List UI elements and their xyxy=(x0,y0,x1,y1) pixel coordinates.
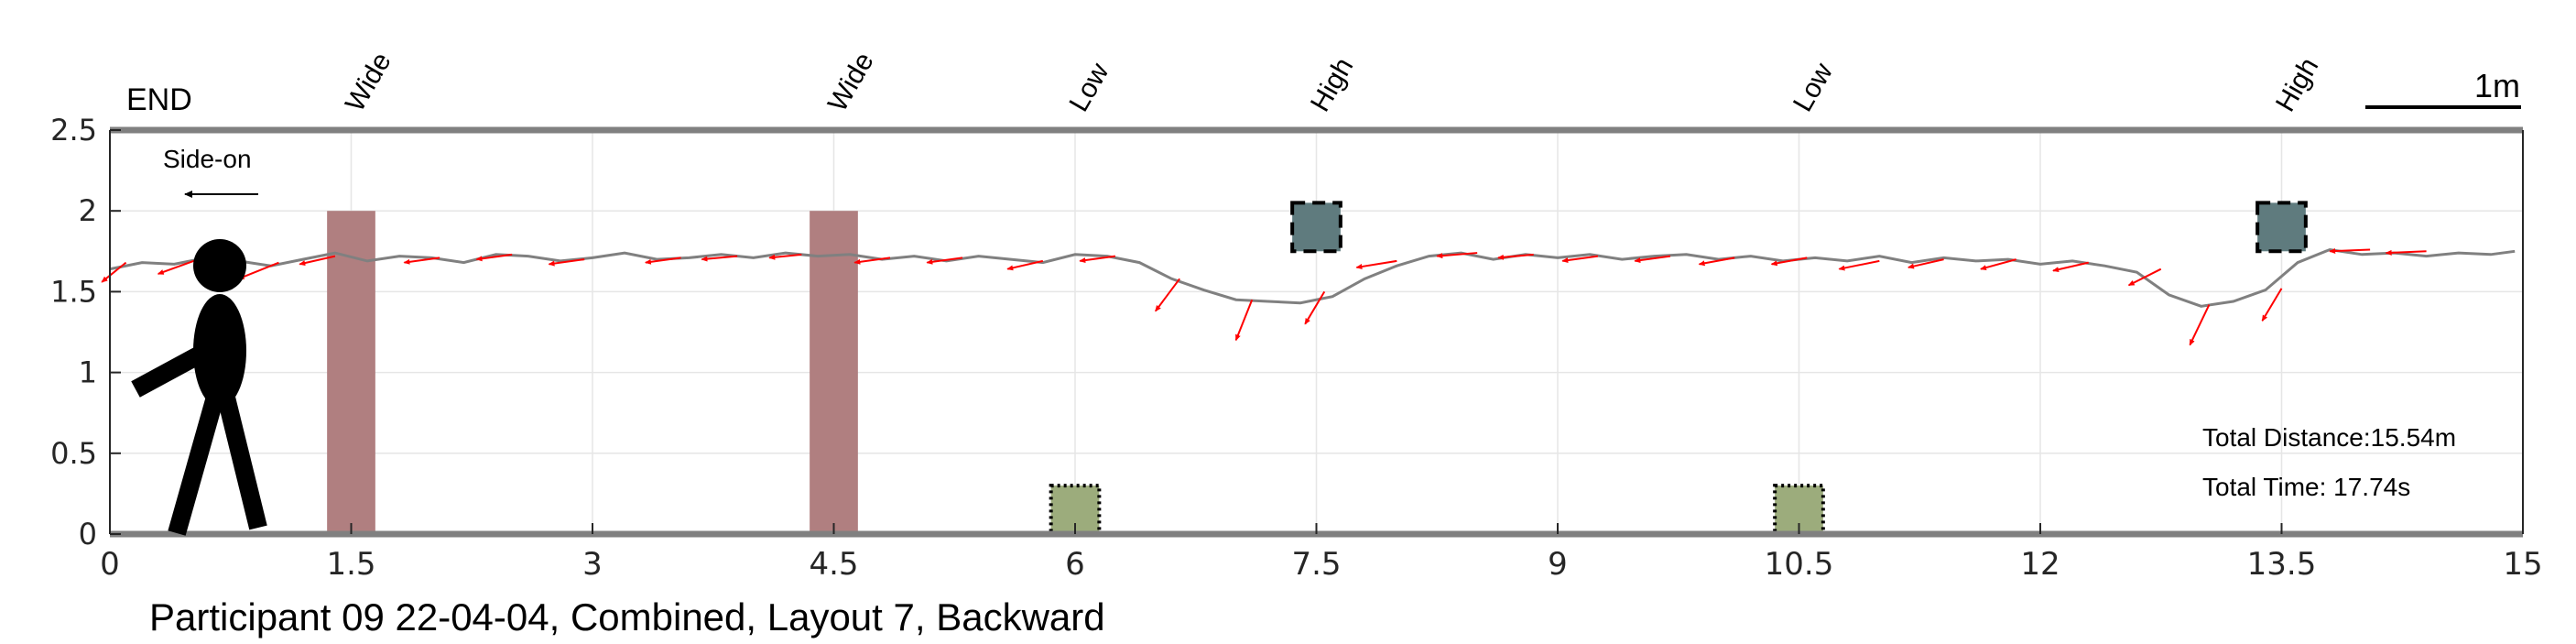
head-direction-arrow xyxy=(1907,258,1944,269)
head-direction-arrow xyxy=(2127,267,2162,287)
obstacle-wide xyxy=(810,211,858,534)
head-direction-arrow xyxy=(1497,253,1534,260)
head-direction-arrow xyxy=(701,255,738,262)
head-direction-arrow xyxy=(2261,288,2283,322)
head-direction-arrow xyxy=(1006,259,1044,271)
y-tick-label: 2 xyxy=(79,193,97,228)
obstacle-label: Wide xyxy=(340,48,397,117)
obstacle-label: Wide xyxy=(822,48,880,117)
x-tick-label: 15 xyxy=(2503,546,2542,583)
head-direction-arrow xyxy=(853,257,891,265)
walking-figure-icon xyxy=(131,239,267,536)
tick-labels: 0 1.5 3 4.5 6 7.5 9 10.5 12 13.5 15 0 0.5 1 1.5 2 2.5 xyxy=(50,113,2543,583)
head-direction-arrow xyxy=(2189,304,2211,346)
end-label: END xyxy=(126,82,192,117)
view-label: Side-on xyxy=(163,145,252,173)
head-direction-arrow xyxy=(644,257,681,265)
x-tick-label: 0 xyxy=(100,546,120,583)
x-tick-label: 1.5 xyxy=(326,546,375,583)
total-distance: Total Distance:15.54m xyxy=(2202,423,2456,452)
x-tick-label: 10.5 xyxy=(1765,546,1834,583)
head-direction-arrow xyxy=(2329,248,2371,255)
head-direction-arrow xyxy=(1155,278,1180,312)
y-tick-label: 1 xyxy=(79,355,97,390)
head-direction-arrow xyxy=(1355,259,1397,269)
head-direction-arrow xyxy=(1079,255,1116,264)
head-direction-arrow xyxy=(548,258,585,267)
head-direction-arrow xyxy=(1698,257,1735,267)
head-direction-arrow xyxy=(1561,255,1599,264)
x-tick-label: 7.5 xyxy=(1291,546,1341,583)
obstacle-label: Low xyxy=(1063,58,1114,116)
obstacle-high xyxy=(1290,201,1342,254)
obstacle-label: High xyxy=(1305,53,1359,117)
axes xyxy=(109,126,2524,538)
y-tick-label: 0.5 xyxy=(50,436,97,471)
trajectory xyxy=(109,247,2516,308)
total-time: Total Time: 17.74s xyxy=(2202,473,2410,501)
head-direction-arrow xyxy=(1634,255,1671,264)
y-tick-label: 2.5 xyxy=(50,113,97,147)
head-direction-arrow xyxy=(1436,252,1478,259)
chart-title: Participant 09 22-04-04, Combined, Layou… xyxy=(149,595,1105,639)
head-direction-arrow xyxy=(926,257,963,265)
head-direction-arrow xyxy=(2385,249,2427,256)
grid-lines xyxy=(109,129,2524,535)
head-direction-arrow xyxy=(2052,261,2089,273)
x-tick-label: 13.5 xyxy=(2247,546,2317,583)
obstacle-wide xyxy=(327,211,375,534)
head-direction-arrow xyxy=(1980,258,2016,271)
trajectory-line xyxy=(109,247,2516,308)
head-direction-arrow xyxy=(157,258,199,275)
head-direction-arrow xyxy=(101,261,127,283)
obstacle-label: Low xyxy=(1788,58,1839,116)
x-tick-label: 4.5 xyxy=(809,546,858,583)
head-direction-arrow xyxy=(1838,259,1880,271)
scale-bar-label: 1m xyxy=(2474,67,2520,104)
head-direction-arrow xyxy=(1234,299,1254,342)
head-direction-arrow xyxy=(403,257,440,265)
obstacle-high xyxy=(2255,201,2308,254)
head-direction-arrows xyxy=(101,248,2427,346)
x-tick-label: 12 xyxy=(2020,546,2060,583)
obstacle-labels: Wide Wide Low High Low High xyxy=(340,48,2324,117)
head-direction-arrow xyxy=(237,261,279,280)
x-tick-label: 3 xyxy=(582,546,603,583)
head-direction-arrow xyxy=(299,255,336,267)
x-tick-label: 6 xyxy=(1065,546,1085,583)
head-direction-arrow xyxy=(1304,290,1326,325)
x-tick-label: 9 xyxy=(1548,546,1568,583)
head-direction-arrow xyxy=(768,253,802,260)
obstacles xyxy=(327,201,2308,537)
head-direction-arrow xyxy=(475,253,513,262)
head-direction-arrow xyxy=(1770,257,1808,267)
y-tick-label: 1.5 xyxy=(50,274,97,309)
obstacle-label: High xyxy=(2270,53,2324,117)
y-tick-label: 0 xyxy=(79,517,97,551)
